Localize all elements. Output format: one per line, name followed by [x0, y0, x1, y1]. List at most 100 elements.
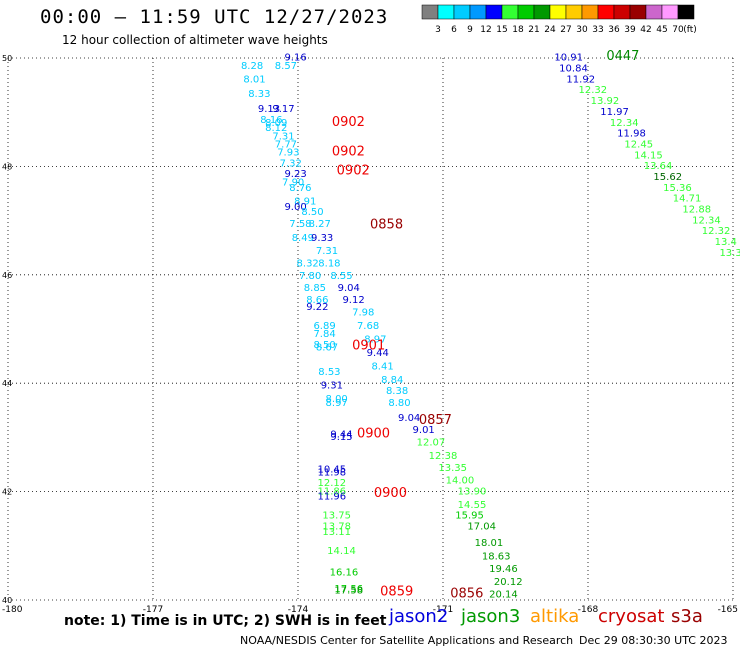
wave-height-value: 9.44 — [330, 429, 352, 440]
wave-height-value: 14.00 — [446, 475, 475, 486]
wave-height-value: 8.53 — [318, 367, 340, 378]
satellite-legend-jason3: jason3 — [461, 606, 521, 627]
y-tick-label: 44 — [2, 379, 12, 388]
colorbar-swatch — [629, 4, 647, 20]
wave-height-value: 12.34 — [610, 118, 639, 129]
colorbar-label: 42 — [640, 25, 651, 35]
generated-timestamp: Dec 29 08:30:30 UTC 2023 — [579, 634, 728, 647]
wave-height-value: 8.66 — [306, 295, 328, 306]
wave-height-value: 15.36 — [663, 183, 692, 194]
wave-height-value: 7.31 — [316, 246, 338, 257]
colorbar-swatch — [661, 4, 679, 20]
colorbar-label: 70 — [672, 25, 684, 35]
wave-height-value: 12.07 — [417, 438, 446, 449]
wave-height-value: 11.97 — [600, 107, 629, 118]
satellite-legend-jason2: jason2 — [389, 606, 449, 627]
wave-height-value: 14.55 — [458, 500, 487, 511]
colorbar-swatch — [469, 4, 487, 20]
pass-time-label: 0856 — [450, 586, 483, 601]
wave-height-value: 8.55 — [330, 271, 352, 282]
chart-subtitle: 12 hour collection of altimeter wave hei… — [62, 33, 328, 47]
wave-height-value: 7.58 — [289, 219, 311, 230]
pass-time-label: 0900 — [357, 426, 390, 441]
wave-height-value: 7.90 — [282, 177, 304, 188]
colorbar-label: 39 — [624, 25, 636, 35]
wave-height-value: 9.23 — [284, 169, 306, 180]
satellite-legend-altika: altika — [530, 606, 580, 627]
wave-height-value: 8.67 — [316, 343, 338, 354]
wave-height-value: 10.84 — [559, 64, 588, 75]
wave-height-value: 9.12 — [342, 295, 364, 306]
wave-height-value: 7.84 — [313, 329, 335, 340]
wave-height-value: 20.14 — [489, 589, 518, 600]
colorbar-swatch — [565, 4, 583, 20]
wave-height-value: 9.01 — [413, 425, 435, 436]
wave-height-value: 12.32 — [702, 226, 731, 237]
pass-time-label: 0447 — [606, 49, 639, 64]
wave-height-value: 9.16 — [284, 53, 306, 64]
wave-height-value: 9.15 — [330, 432, 352, 443]
pass-time-label: 0858 — [370, 218, 403, 233]
wave-height-value: 9.00 — [284, 202, 306, 213]
color-legend: 3 6 9 12 15 18 21 24 27 30 33 36 39 42 45 70 (ft) — [421, 4, 697, 35]
colorbar-swatch — [517, 4, 535, 20]
colorbar-label: 18 — [512, 25, 524, 35]
wave-height-value: 8.00 — [326, 394, 348, 405]
colorbar-label: 24 — [544, 25, 556, 35]
wave-height-value: 13.90 — [458, 486, 487, 497]
colorbar-label: 36 — [608, 25, 620, 35]
colorbar-label: 15 — [496, 25, 507, 35]
wave-height-value: 12.88 — [682, 204, 711, 215]
wave-height-value: 13.92 — [591, 96, 620, 107]
x-tick-label: -168 — [578, 605, 599, 615]
wave-height-value: 9.22 — [306, 302, 328, 313]
credit-text: NOAA/NESDIS Center for Satellite Applica… — [240, 634, 574, 647]
wave-height-value: 13.75 — [322, 511, 351, 522]
colorbar-swatch — [437, 4, 455, 20]
wave-height-value: 8.16 — [260, 115, 282, 126]
colorbar-label: 27 — [560, 25, 571, 35]
pass-time-label: 0900 — [374, 486, 407, 501]
colorbar-label: 21 — [528, 25, 539, 35]
wave-height-value: 8.33 — [248, 89, 270, 100]
wave-height-value: 8.57 — [275, 61, 297, 72]
colorbar-swatch — [453, 4, 471, 20]
colorbar-label: 6 — [451, 25, 457, 35]
grid-lines — [7, 57, 734, 601]
pass-time-label: 0902 — [332, 145, 365, 160]
wave-height-value: 8.80 — [388, 398, 410, 409]
wave-height-points: 9.16 8.28 8.57 8.01 8.33 9.139.178.168.098.12… — [241, 53, 740, 601]
wave-height-value: 11.96 — [318, 492, 347, 503]
pass-time-label: 0902 — [337, 164, 370, 179]
wave-height-value: 9.33 — [311, 233, 333, 244]
y-tick-label: 40 — [2, 596, 12, 605]
wave-height-value: 8.38 — [386, 386, 408, 397]
wave-height-value: 8.12 — [265, 123, 287, 134]
wave-height-value: 9.13 — [258, 104, 280, 115]
wave-height-value: 17.04 — [467, 522, 496, 533]
wave-height-value: 9.31 — [321, 381, 343, 392]
colorbar-swatch — [677, 4, 695, 20]
colorbar-label: 30 — [576, 25, 588, 35]
wave-height-value: 8.27 — [309, 219, 331, 230]
wave-height-value: 13.35 — [438, 463, 467, 474]
wave-height-value: 7.32 — [280, 158, 302, 169]
wave-height-value: 7.98 — [352, 307, 374, 318]
wave-height-value: 8.50 — [313, 340, 335, 351]
wave-height-value: 8.01 — [243, 74, 265, 85]
wave-height-value: 9.04 — [338, 283, 360, 294]
wave-height-value: 7.31 — [272, 131, 294, 142]
wave-height-value: 8.84 — [381, 375, 403, 386]
x-tick-label: -165 — [718, 605, 738, 615]
satellite-legend-s3a: s3a — [671, 606, 703, 627]
colorbar-swatch — [501, 4, 519, 20]
wave-height-value: 7.93 — [277, 148, 299, 159]
wave-height-value: 8.09 — [265, 118, 287, 129]
colorbar-unit: (ft) — [683, 25, 697, 35]
x-tick-label: -174 — [288, 605, 309, 615]
wave-height-value: 11.86 — [318, 486, 347, 497]
y-tick-label: 48 — [2, 162, 12, 171]
wave-height-value: 13.64 — [644, 161, 673, 172]
wave-height-value: 14.71 — [673, 194, 702, 205]
wave-height-value: 19.46 — [489, 564, 518, 575]
